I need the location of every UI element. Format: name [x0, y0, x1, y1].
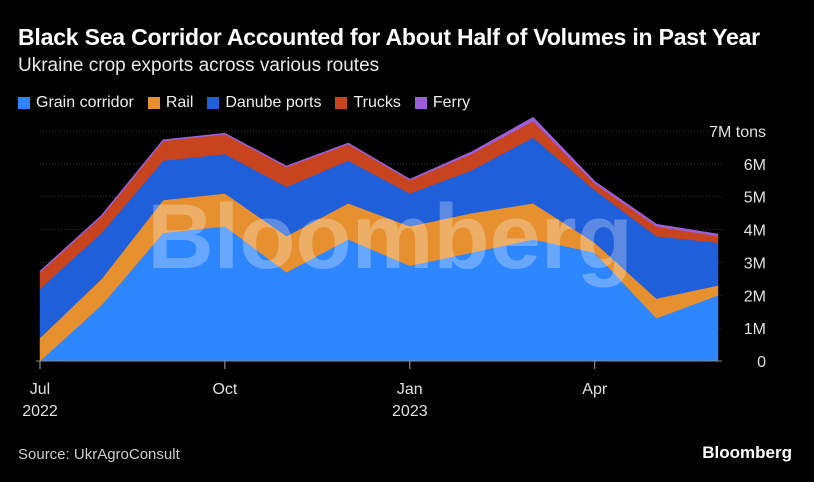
y-tick-label: 3M [744, 255, 766, 272]
chart-title: Black Sea Corridor Accounted for About H… [18, 24, 760, 50]
y-tick-label: 7M tons [709, 124, 766, 141]
bloomberg-watermark: Bloomberg [147, 186, 633, 288]
legend-label: Danube ports [225, 94, 322, 111]
legend-swatch [147, 97, 160, 109]
legend-swatch [207, 97, 220, 109]
x-tick-label: Oct [212, 381, 237, 398]
x-tick-sublabel: 2023 [392, 403, 428, 420]
x-tick-sublabel: 2022 [22, 403, 58, 420]
y-tick-label: 0 [757, 354, 766, 371]
legend-swatch [414, 97, 427, 109]
legend-item-ferry: Ferry [414, 94, 471, 112]
bloomberg-logo: Bloomberg [702, 443, 792, 462]
legend-label: Ferry [432, 94, 471, 111]
line-ferry [39, 116, 719, 273]
legend: Grain corridor Rail Danube ports Trucks … [18, 94, 470, 112]
legend-item-trucks: Trucks [335, 94, 401, 112]
legend-swatch [18, 97, 30, 109]
y-tick-label: 1M [744, 321, 766, 338]
source-note: Source: UkrAgroConsult [18, 446, 180, 463]
chart-subtitle: Ukraine crop exports across various rout… [18, 55, 380, 76]
x-tick-label: Jan [397, 381, 423, 398]
legend-label: Rail [165, 94, 194, 111]
y-tick-label: 5M [744, 190, 766, 207]
legend-item-danube-ports: Danube ports [207, 94, 321, 112]
legend-label: Grain corridor [36, 94, 134, 111]
x-tick-label: Apr [582, 381, 608, 398]
legend-label: Trucks [353, 94, 401, 111]
legend-item-rail: Rail [147, 94, 194, 112]
y-tick-label: 6M [744, 157, 766, 174]
legend-swatch [335, 97, 348, 109]
legend-item-grain-corridor: Grain corridor [18, 94, 134, 112]
y-tick-label: 2M [744, 288, 766, 305]
y-tick-label: 4M [744, 223, 766, 240]
x-tick-label: Jul [30, 381, 50, 398]
